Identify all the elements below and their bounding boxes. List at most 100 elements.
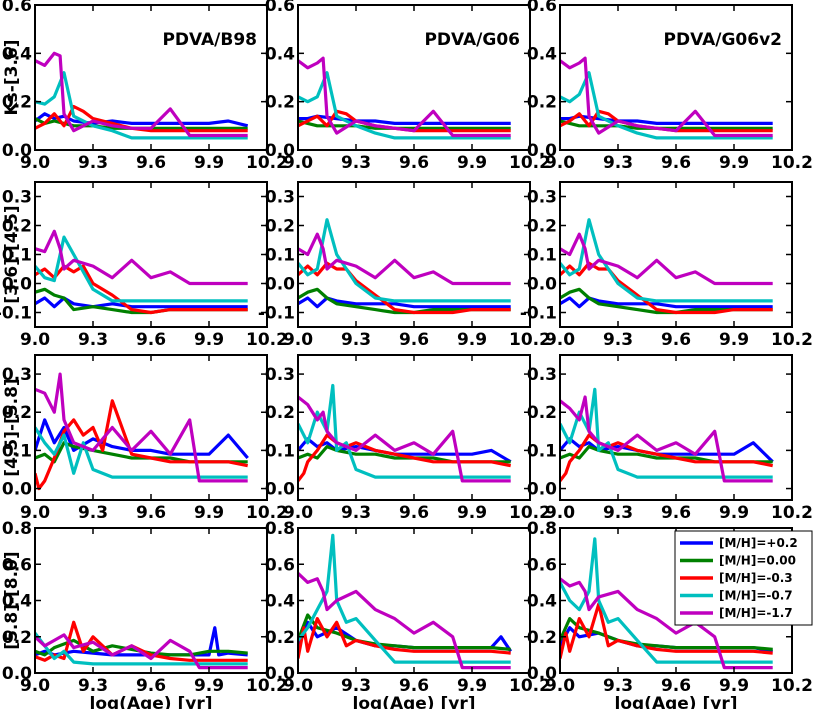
x-tick-label: 9.6 <box>136 503 166 523</box>
panel-r2-c2: 9.0 9.3 9.6 9.9 10.2 0.0 0.1 0.2 0.3 <box>527 354 813 523</box>
x-tick-label: 9.3 <box>78 676 108 696</box>
series-line <box>298 433 512 482</box>
legend-label: [M/H]=-1.7 <box>719 606 793 620</box>
y-tick-label: 0.2 <box>527 628 557 648</box>
x-tick-label: 10.2 <box>509 330 551 350</box>
series-line <box>298 533 511 664</box>
legend-label: [M/H]=-0.7 <box>719 589 793 603</box>
y-tick-label: 0.1 <box>2 441 32 461</box>
series-line <box>560 218 773 303</box>
legend-label: [M/H]=+0.2 <box>719 536 798 550</box>
x-tick-label: 9.3 <box>603 676 633 696</box>
series-line <box>298 572 511 670</box>
y-tick-label: 0.6 <box>2 555 32 575</box>
x-tick-label: 9.0 <box>20 330 50 350</box>
y-tick-label: 0.1 <box>2 246 32 266</box>
x-tick-label: 9.9 <box>194 330 224 350</box>
y-tick-label: 0.3 <box>265 188 295 208</box>
y-tick-label: 0.0 <box>2 275 32 295</box>
panel-title: PDVA/B98 <box>162 30 257 50</box>
x-tick-label: 9.9 <box>719 153 749 173</box>
y-axis-title: [3.6]-[4.5] <box>2 205 22 303</box>
y-tick-label: 0.0 <box>527 275 557 295</box>
x-tick-label: 9.3 <box>341 676 371 696</box>
y-tick-label: -0.1 <box>520 304 557 324</box>
y-tick-label: 0.4 <box>527 44 557 64</box>
y-tick-label: 0.1 <box>265 246 295 266</box>
x-tick-label: 9.3 <box>603 153 633 173</box>
y-tick-label: 0.4 <box>527 592 557 612</box>
series-line <box>298 616 511 659</box>
y-tick-label: 0.2 <box>2 93 32 113</box>
x-tick-label: 9.9 <box>719 676 749 696</box>
x-tick-label: 10.2 <box>246 153 288 173</box>
y-tick-label: 0.0 <box>265 664 295 684</box>
panel-r0-c1: 9.0 9.3 9.6 9.9 10.2 0.0 0.2 0.4 0.6 PDVA/G06 <box>265 0 551 173</box>
series-line <box>298 395 511 483</box>
x-tick-label: 10.2 <box>509 676 551 696</box>
x-tick-label: 9.3 <box>341 503 371 523</box>
x-tick-label: 10.2 <box>771 503 813 523</box>
x-tick-label: 9.9 <box>719 503 749 523</box>
x-tick-label: 10.2 <box>246 503 288 523</box>
y-tick-label: 0.2 <box>265 217 295 237</box>
y-tick-label: 0.2 <box>527 403 557 423</box>
y-tick-label: 0.4 <box>265 44 295 64</box>
y-tick-label: 0.0 <box>2 664 32 684</box>
x-tick-label: 10.2 <box>771 676 813 696</box>
x-tick-label: 9.3 <box>603 330 633 350</box>
series-line <box>35 235 248 303</box>
x-tick-label: 9.3 <box>78 330 108 350</box>
x-axis-title: log(Age) [yr] <box>90 694 213 709</box>
x-tick-label: 9.9 <box>457 330 487 350</box>
y-tick-label: 0.0 <box>265 141 295 161</box>
x-axis-title: log(Age) [yr] <box>353 694 476 709</box>
series-line <box>35 418 249 460</box>
series-line <box>35 638 248 657</box>
x-tick-label: 9.6 <box>399 676 429 696</box>
y-axis-title: Ks-[3.6] <box>2 39 22 115</box>
y-axis-title: [4.5]-[5.8] <box>2 378 22 476</box>
x-tick-label: 10.2 <box>509 503 551 523</box>
y-tick-label: 0.0 <box>265 275 295 295</box>
y-tick-label: 0.2 <box>2 217 32 237</box>
legend: [M/H]=+0.2 [M/H]=0.00 [M/H]=-0.3 [M/H]=-0.7… <box>674 530 813 626</box>
x-tick-label: 9.6 <box>399 330 429 350</box>
x-tick-label: 9.0 <box>283 330 313 350</box>
y-tick-label: 0.1 <box>527 441 557 461</box>
panel-r1-c1: 9.0 9.3 9.6 9.9 10.2 -0.1 0.0 0.1 0.2 0.3 <box>258 181 551 350</box>
x-tick-label: 9.9 <box>719 330 749 350</box>
y-tick-label: 0.6 <box>265 0 295 16</box>
x-tick-label: 9.6 <box>136 676 166 696</box>
y-tick-label: 0.2 <box>265 93 295 113</box>
y-tick-label: 0.0 <box>527 480 557 500</box>
x-tick-label: 10.2 <box>246 676 288 696</box>
x-tick-label: 9.3 <box>341 330 371 350</box>
x-tick-label: 9.6 <box>399 503 429 523</box>
series-line <box>298 71 511 140</box>
x-tick-label: 9.0 <box>20 153 50 173</box>
x-tick-label: 9.0 <box>545 503 575 523</box>
y-tick-label: 0.4 <box>265 592 295 612</box>
y-tick-label: -0.1 <box>258 304 295 324</box>
panel-r3-c2: 9.0 9.3 9.6 9.9 10.2 0.0 0.2 0.4 0.6 0.8 log(Age) … <box>527 519 813 709</box>
series-line <box>560 616 773 651</box>
x-tick-label: 9.0 <box>545 330 575 350</box>
series-line <box>560 577 773 670</box>
x-tick-label: 9.6 <box>661 330 691 350</box>
series-line <box>35 229 248 286</box>
y-tick-label: 0.1 <box>527 246 557 266</box>
x-tick-label: 9.0 <box>545 153 575 173</box>
y-tick-label: 0.3 <box>265 365 295 385</box>
y-tick-label: 0.6 <box>265 555 295 575</box>
series-line <box>35 632 248 666</box>
series-line <box>35 372 248 483</box>
x-tick-label: 9.3 <box>78 503 108 523</box>
panel-r1-c0: 9.0 9.3 9.6 9.9 10.2 -0.1 0.0 0.1 0.2 0.3[3.6]-[4… <box>0 181 288 350</box>
panel-r2-c0: 9.0 9.3 9.6 9.9 10.2 0.0 0.1 0.2 0.3[4.5]-[5.8] <box>2 354 288 523</box>
panel-r0-c2: 9.0 9.3 9.6 9.9 10.2 0.0 0.2 0.4 0.6 PDVA/G06v2 <box>527 0 813 173</box>
y-tick-label: 0.6 <box>527 555 557 575</box>
panel-r0-c0: 9.0 9.3 9.6 9.9 10.2 0.0 0.2 0.4 0.6 Ks-[3.6] PDVA… <box>2 0 288 173</box>
panel-r1-c2: 9.0 9.3 9.6 9.9 10.2 -0.1 0.0 0.1 0.2 0.3 <box>520 181 813 350</box>
x-tick-label: 9.6 <box>661 153 691 173</box>
